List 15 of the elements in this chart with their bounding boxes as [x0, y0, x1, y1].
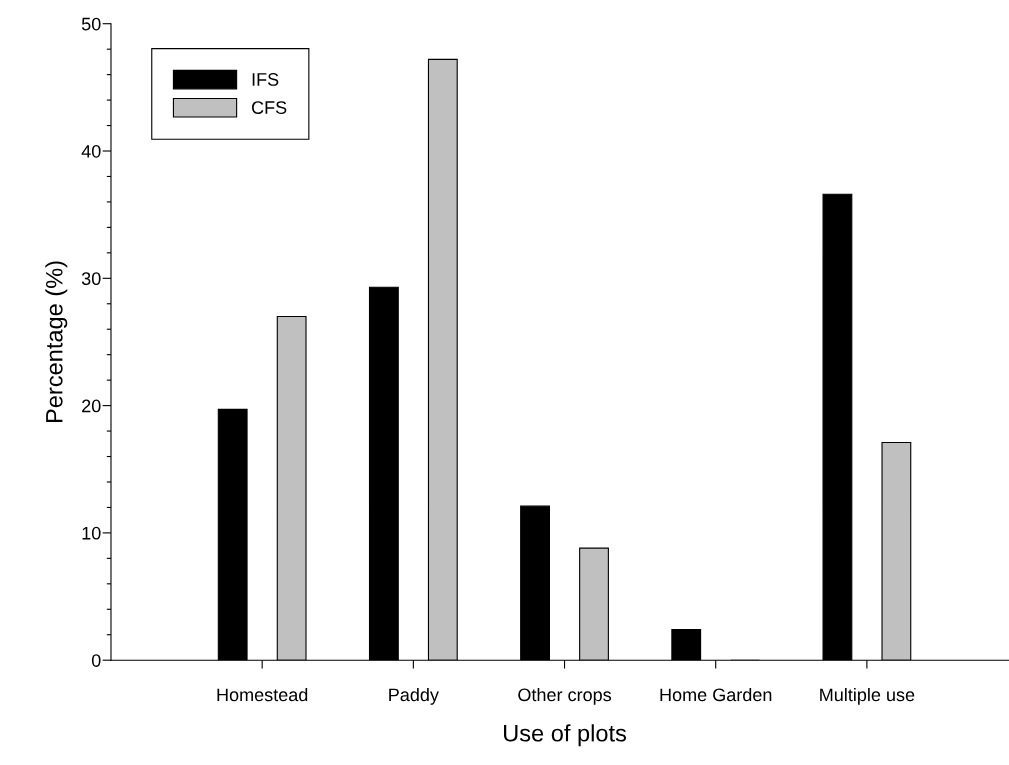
x-tick-label: Multiple use [820, 687, 915, 705]
legend-label: IFS [252, 73, 279, 86]
y-tick-label: 50 [81, 17, 101, 31]
y-tick-label: 30 [81, 272, 101, 286]
x-tick-label: Home Garden [660, 687, 772, 702]
y-tick-label: 0 [91, 654, 101, 667]
x-tick-label: Other crops [518, 687, 612, 705]
x-tick-label: Homestead [217, 687, 308, 702]
y-tick-label: 40 [81, 144, 101, 158]
x-tick-label: Paddy [389, 687, 439, 705]
legend-label: CFS [251, 101, 287, 114]
y-tick-label: 20 [82, 399, 101, 413]
y-tick-label: 10 [82, 526, 101, 540]
y-axis-title: Percentage (%) [45, 261, 68, 423]
x-axis-title: Use of plots [504, 724, 627, 747]
